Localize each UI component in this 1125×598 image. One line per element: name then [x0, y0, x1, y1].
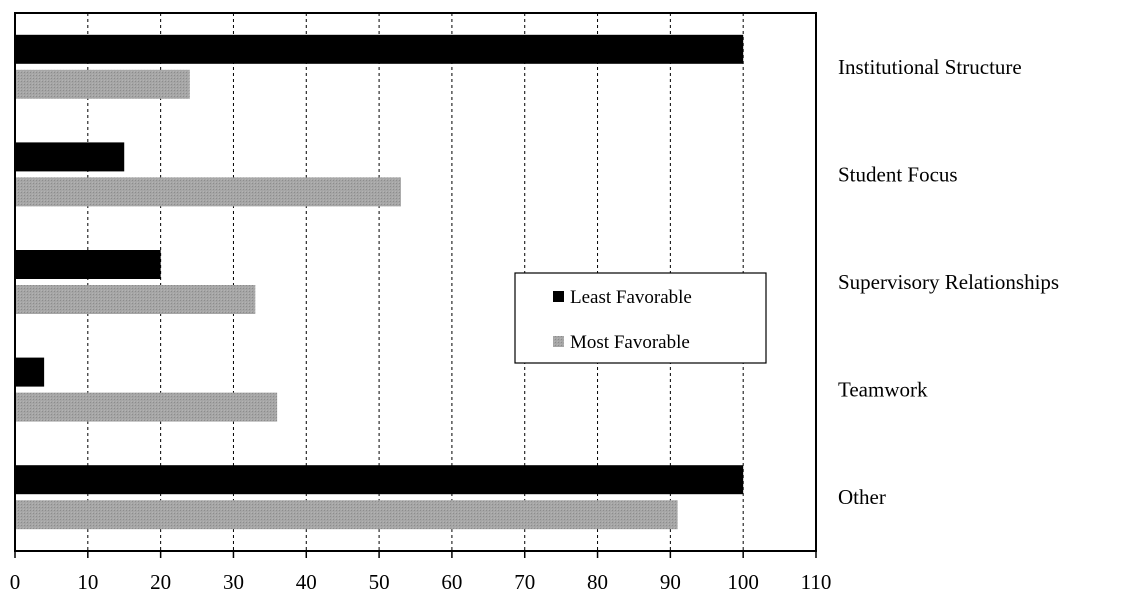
legend-label-least-favorable: Least Favorable [570, 287, 692, 308]
x-tick-label: 60 [441, 570, 462, 594]
bar-most-favorable-other [15, 500, 678, 530]
x-tick-label: 90 [660, 570, 681, 594]
bar-least-favorable-other [15, 465, 744, 495]
legend-swatch-least-favorable [553, 291, 564, 302]
x-axis: 0 10 20 30 40 50 60 70 80 90 100 110 [10, 551, 832, 594]
category-label: Teamwork [838, 378, 928, 402]
category-label: Supervisory Relationships [838, 270, 1059, 294]
x-tick-label: 50 [369, 570, 390, 594]
category-label: Institutional Structure [838, 55, 1022, 79]
x-tick-label: 110 [801, 570, 832, 594]
category-labels: Institutional Structure Student Focus Supe… [838, 55, 1059, 509]
x-tick-label: 80 [587, 570, 608, 594]
bar-least-favorable-student-focus [15, 142, 125, 172]
x-tick-label: 70 [514, 570, 535, 594]
legend: Least Favorable Most Favorable [514, 272, 767, 364]
x-tick-label: 10 [77, 570, 98, 594]
category-label: Student Focus [838, 162, 958, 186]
x-tick-label: 30 [223, 570, 244, 594]
legend-box [514, 272, 767, 364]
category-label: Other [838, 485, 886, 509]
bar-most-favorable-teamwork [15, 392, 278, 422]
bar-most-favorable-student-focus [15, 177, 401, 207]
x-tick-label: 40 [296, 570, 317, 594]
plot-frame [14, 12, 817, 552]
bar-least-favorable-supervisory-relationships [15, 250, 161, 279]
x-tick-label: 20 [150, 570, 171, 594]
x-tick-label: 0 [10, 570, 21, 594]
x-tick-label: 100 [727, 570, 759, 594]
bar-most-favorable-institutional-structure [15, 69, 190, 99]
bar-least-favorable-institutional-structure [15, 34, 744, 64]
bar-least-favorable-teamwork [15, 357, 45, 387]
bars [15, 34, 744, 530]
legend-label-most-favorable: Most Favorable [570, 332, 690, 353]
legend-swatch-most-favorable [553, 336, 564, 347]
bar-most-favorable-supervisory-relationships [15, 285, 256, 314]
